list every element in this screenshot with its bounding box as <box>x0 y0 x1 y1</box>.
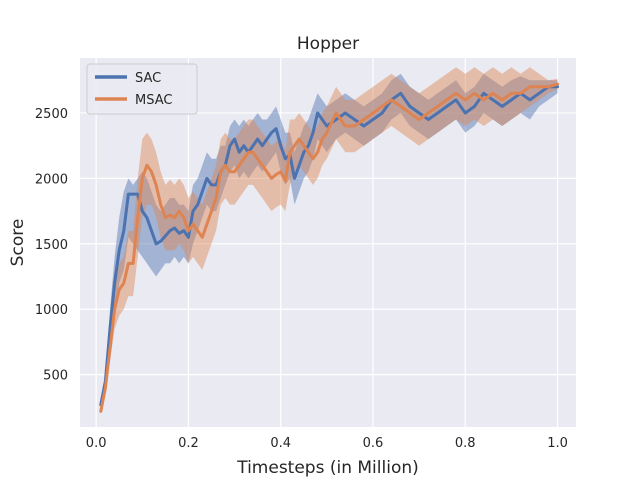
x-tick-label: 0.0 <box>86 436 107 451</box>
confidence-bands <box>100 67 558 414</box>
x-tick-labels: 0.0 0.2 0.4 0.6 0.8 1.0 <box>86 436 568 451</box>
y-tick-label: 1500 <box>35 238 68 253</box>
grid <box>80 58 576 427</box>
x-tick-label: 0.6 <box>363 436 384 451</box>
legend: SAC MSAC <box>86 63 198 115</box>
plot-background <box>80 58 576 427</box>
legend-label-sac: SAC <box>135 71 161 86</box>
x-axis-label: Timesteps (in Million) <box>236 458 419 478</box>
x-tick-label: 0.8 <box>455 436 476 451</box>
sac-line <box>99 85 559 407</box>
chart-title: Hopper <box>297 34 359 54</box>
y-tick-labels: 500 1000 1500 2000 2500 <box>35 107 68 384</box>
legend-label-msac: MSAC <box>135 93 172 108</box>
x-tick-label: 0.4 <box>270 436 291 451</box>
y-tick-label: 2000 <box>35 172 68 187</box>
x-tick-label: 1.0 <box>547 436 568 451</box>
y-tick-label: 2500 <box>35 107 68 122</box>
series-lines <box>99 82 559 413</box>
x-tick-label: 0.2 <box>178 436 199 451</box>
y-axis-label: Score <box>8 219 28 267</box>
y-tick-label: 500 <box>43 369 68 384</box>
msac-band <box>100 67 558 414</box>
sac-band <box>100 73 558 409</box>
msac-line <box>99 82 559 413</box>
y-tick-label: 1000 <box>35 303 68 318</box>
